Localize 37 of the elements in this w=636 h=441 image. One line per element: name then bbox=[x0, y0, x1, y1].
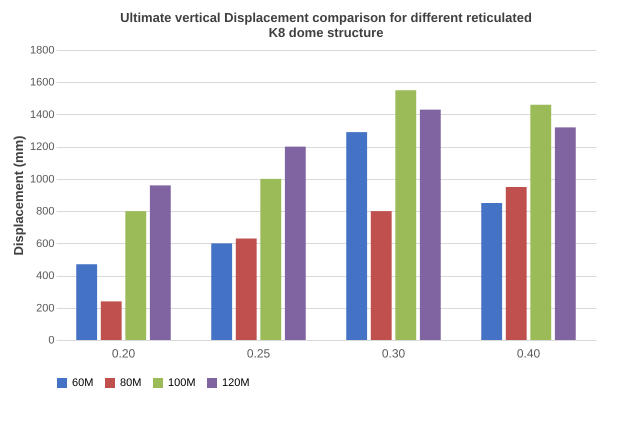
x-tick-label: 0.25 bbox=[246, 346, 270, 360]
y-axis-title: Displacement (mm) bbox=[11, 136, 26, 256]
bar bbox=[370, 211, 392, 340]
bar bbox=[150, 185, 171, 340]
y-tick-label: 1800 bbox=[30, 44, 54, 56]
legend-label: 60M bbox=[72, 377, 94, 389]
legend-label: 100M bbox=[168, 377, 196, 389]
bar bbox=[506, 186, 527, 340]
text: Ultimate vertical Displacement comparison for different reticulated bbox=[120, 10, 532, 25]
text: K8 dome structure bbox=[268, 25, 384, 40]
y-tick-label: 800 bbox=[36, 206, 54, 218]
bar bbox=[76, 264, 98, 340]
legend-label: 120M bbox=[222, 377, 250, 389]
x-tick-label: 0.30 bbox=[382, 346, 406, 360]
bar bbox=[260, 178, 282, 340]
x-tick-label: 0.40 bbox=[516, 346, 540, 360]
y-tick-label: 1000 bbox=[30, 173, 54, 186]
y-tick-label: 600 bbox=[36, 238, 54, 250]
y-tick-label: 1200 bbox=[30, 141, 54, 154]
y-tick-label: 400 bbox=[36, 270, 54, 282]
y-tick-label: 0 bbox=[48, 334, 54, 346]
bar bbox=[284, 146, 306, 340]
bar bbox=[211, 243, 232, 340]
bar bbox=[100, 301, 122, 340]
legend-label: 80M bbox=[120, 377, 142, 389]
x-tick-label: 0.20 bbox=[112, 346, 136, 360]
bar bbox=[420, 110, 441, 340]
y-tick-label: 1600 bbox=[30, 76, 54, 89]
bar bbox=[125, 211, 146, 340]
bar bbox=[346, 132, 368, 340]
y-tick-label: 1400 bbox=[30, 108, 54, 121]
bar bbox=[236, 238, 257, 340]
y-tick-label: 200 bbox=[36, 302, 54, 314]
bar bbox=[530, 104, 552, 340]
bar bbox=[395, 90, 416, 340]
bar bbox=[554, 127, 576, 340]
bar bbox=[481, 203, 502, 340]
